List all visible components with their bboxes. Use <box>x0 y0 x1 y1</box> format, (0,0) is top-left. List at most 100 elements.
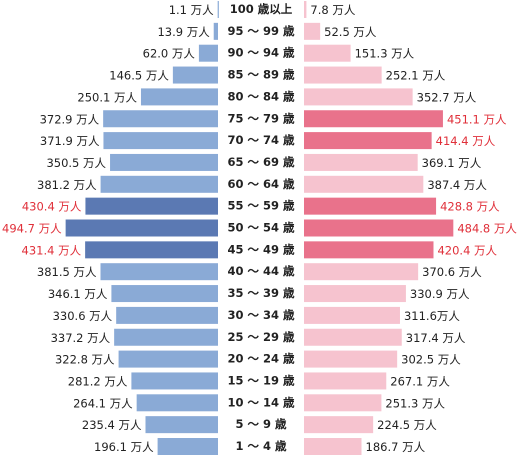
age-label: 80 ～ 84 歳 <box>227 89 295 103</box>
value-label: 196.1 万人 <box>94 440 154 454</box>
bar <box>213 22 218 40</box>
value-label: 13.9 万人 <box>157 25 210 39</box>
bar <box>103 132 218 150</box>
bar <box>100 175 218 193</box>
age-label: 75 ～ 79 歳 <box>227 111 295 125</box>
value-label: 1.1 万人 <box>169 3 214 17</box>
bar <box>304 197 437 215</box>
bar <box>304 175 424 193</box>
value-label: 7.8 万人 <box>310 3 355 17</box>
bar <box>100 263 218 281</box>
bar <box>103 110 218 128</box>
value-label: 369.1 万人 <box>422 156 482 170</box>
bar <box>304 44 351 62</box>
value-label: 381.5 万人 <box>37 265 97 279</box>
value-label: 252.1 万人 <box>386 69 446 83</box>
bar <box>304 328 402 346</box>
bar <box>65 219 218 237</box>
bar <box>304 22 321 40</box>
bar <box>85 241 218 259</box>
value-label: 224.5 万人 <box>377 418 437 432</box>
value-label: 451.1 万人 <box>447 112 507 126</box>
age-label: 30 ～ 34 歳 <box>227 308 295 322</box>
value-label: 311.6万人 <box>404 309 460 323</box>
bar <box>140 88 218 106</box>
bar <box>304 350 398 368</box>
value-label: 281.2 万人 <box>68 374 128 388</box>
age-label: 5 ～ 9 歳 <box>235 417 287 431</box>
bar <box>114 328 218 346</box>
value-label: 52.5 万人 <box>324 25 377 39</box>
value-label: 430.4 万人 <box>22 200 82 214</box>
value-label: 264.1 万人 <box>73 396 133 410</box>
bar <box>304 219 454 237</box>
value-label: 494.7 万人 <box>2 222 62 236</box>
bar <box>304 306 400 324</box>
value-label: 235.4 万人 <box>82 418 142 432</box>
bar <box>85 197 218 215</box>
age-label: 20 ～ 24 歳 <box>227 352 295 366</box>
age-label: 10 ～ 14 歳 <box>227 395 295 409</box>
bar <box>116 306 218 324</box>
bar <box>304 1 307 18</box>
age-label: 60 ～ 64 歳 <box>227 177 295 191</box>
bar <box>304 285 406 303</box>
value-label: 387.4 万人 <box>427 178 487 192</box>
bar <box>304 241 434 259</box>
age-label: 15 ～ 19 歳 <box>227 373 295 387</box>
age-label: 85 ～ 89 歳 <box>227 68 295 82</box>
value-label: 352.7 万人 <box>417 90 477 104</box>
value-label: 186.7 万人 <box>366 440 426 454</box>
value-label: 317.4 万人 <box>406 331 466 345</box>
age-label: 90 ～ 94 歳 <box>227 46 295 60</box>
value-label: 62.0 万人 <box>143 47 196 61</box>
age-label: 1 ～ 4 歳 <box>235 439 287 453</box>
bar <box>304 263 419 281</box>
bar <box>136 394 218 412</box>
bar <box>304 438 362 455</box>
bar <box>110 153 218 171</box>
bar <box>145 416 218 434</box>
bar <box>304 372 387 390</box>
value-label: 414.4 万人 <box>436 134 496 148</box>
age-label: 35 ～ 39 歳 <box>227 286 295 300</box>
age-label: 100 歳以上 <box>230 2 293 16</box>
age-label: 70 ～ 74 歳 <box>227 133 295 147</box>
age-label: 65 ～ 69 歳 <box>227 155 295 169</box>
value-label: 251.3 万人 <box>385 396 445 410</box>
bar <box>111 285 218 303</box>
age-label: 50 ～ 54 歳 <box>227 221 295 235</box>
value-label: 381.2 万人 <box>37 178 97 192</box>
bar <box>172 66 218 84</box>
value-label: 372.9 万人 <box>40 112 100 126</box>
value-label: 350.5 万人 <box>46 156 106 170</box>
value-label: 322.8 万人 <box>55 353 115 367</box>
value-label: 420.4 万人 <box>437 243 497 257</box>
value-label: 250.1 万人 <box>77 90 137 104</box>
value-label: 302.5 万人 <box>401 353 461 367</box>
value-label: 484.8 万人 <box>457 222 517 236</box>
age-label: 25 ～ 29 歳 <box>227 330 295 344</box>
value-label: 371.9 万人 <box>40 134 100 148</box>
bar <box>304 132 432 150</box>
bar <box>304 394 382 412</box>
bar <box>304 66 382 84</box>
value-label: 330.6 万人 <box>53 309 113 323</box>
value-label: 337.2 万人 <box>51 331 111 345</box>
bar <box>157 438 218 455</box>
bar <box>304 110 443 128</box>
value-label: 146.5 万人 <box>109 69 169 83</box>
age-label: 55 ～ 59 歳 <box>227 199 295 213</box>
bar <box>118 350 218 368</box>
value-label: 428.8 万人 <box>440 200 500 214</box>
bar <box>198 44 218 62</box>
bar <box>304 88 413 106</box>
value-label: 346.1 万人 <box>48 287 108 301</box>
bar <box>217 1 219 18</box>
bar <box>304 416 374 434</box>
age-label: 95 ～ 99 歳 <box>227 24 295 38</box>
value-label: 370.6 万人 <box>422 265 482 279</box>
age-label: 45 ～ 49 歳 <box>227 242 295 256</box>
age-label: 40 ～ 44 歳 <box>227 264 295 278</box>
